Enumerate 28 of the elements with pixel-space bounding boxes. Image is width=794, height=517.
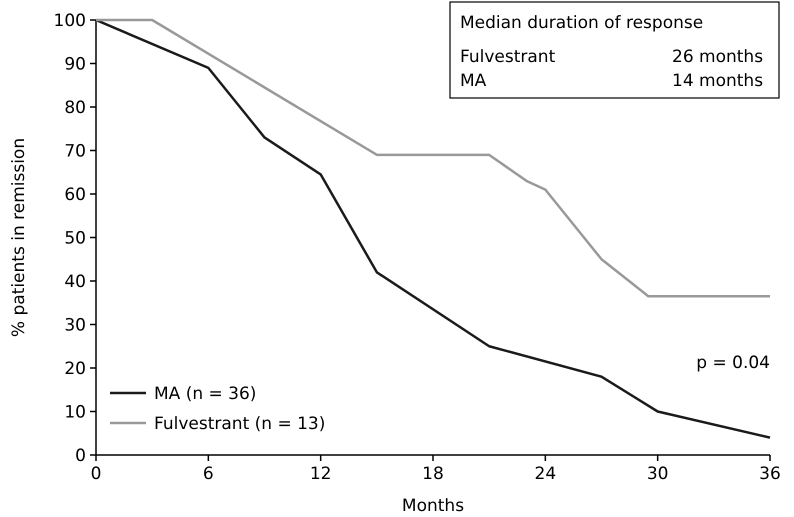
x-tick-label: 18 (422, 464, 444, 484)
legend-label: MA (n = 36) (154, 384, 256, 404)
y-tick-label: 80 (64, 98, 86, 118)
y-tick-label: 50 (64, 228, 86, 248)
y-tick-label: 10 (64, 402, 86, 422)
x-tick-label: 24 (534, 464, 556, 484)
x-axis-title: Months (402, 496, 464, 516)
x-tick-label: 0 (90, 464, 102, 484)
y-tick-label: 100 (54, 10, 86, 31)
annotation: 26 months (672, 47, 764, 67)
y-tick-label: 70 (64, 141, 86, 162)
x-tick-label: 6 (202, 464, 214, 484)
annotation: Median duration of response (460, 13, 704, 33)
annotation: 14 months (672, 71, 764, 91)
y-axis-title: % patients in remission (9, 138, 29, 338)
x-tick-label: 30 (646, 464, 668, 484)
x-tick-label: 12 (310, 464, 332, 484)
annotation: p = 0.04 (696, 353, 770, 373)
legend-label: Fulvestrant (n = 13) (154, 414, 326, 434)
x-tick-label: 36 (759, 464, 781, 484)
y-tick-label: 20 (64, 358, 86, 379)
y-tick-label: 60 (64, 184, 86, 205)
y-tick-label: 40 (64, 272, 86, 292)
y-tick-label: 90 (64, 54, 86, 74)
annotation: MA (460, 71, 487, 91)
y-tick-label: 30 (64, 315, 86, 336)
y-tick-label: 0 (75, 446, 86, 466)
annotation: Fulvestrant (460, 47, 556, 67)
